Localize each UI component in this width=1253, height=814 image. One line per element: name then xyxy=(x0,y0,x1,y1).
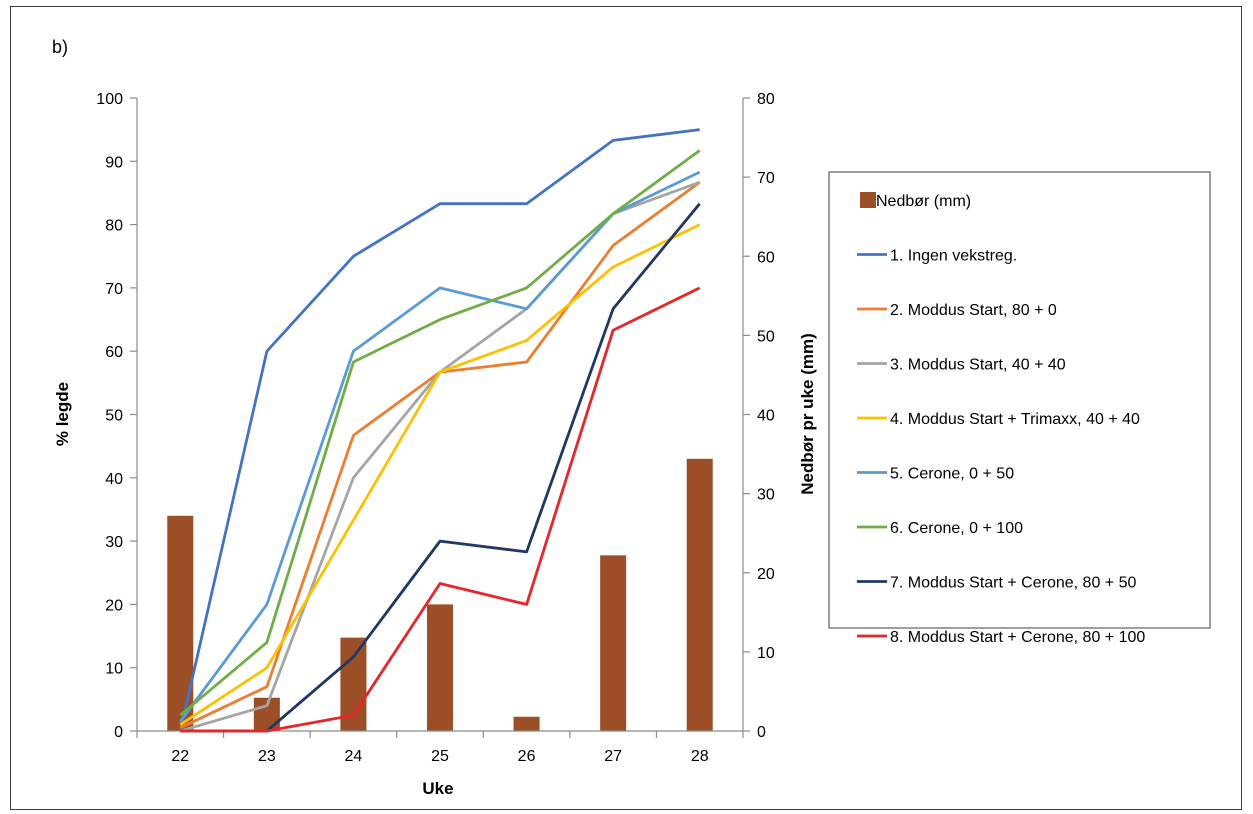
y2-tick-label: 60 xyxy=(757,249,775,266)
x-tick-label: 22 xyxy=(171,748,189,765)
y2-tick-label: 20 xyxy=(757,566,775,583)
x-axis-title: Uke xyxy=(422,779,453,798)
legend-label: 1. Ingen vekstreg. xyxy=(890,248,1017,265)
series-line xyxy=(179,223,701,726)
y-tick-label: 60 xyxy=(105,344,123,361)
legend-label: 8. Moddus Start + Cerone, 80 + 100 xyxy=(890,629,1145,646)
y-tick-label: 70 xyxy=(105,281,123,298)
y-tick-label: 100 xyxy=(96,91,123,108)
y-tick-label: 0 xyxy=(114,724,123,741)
chart-frame xyxy=(10,6,1242,810)
y-tick-label: 90 xyxy=(105,154,123,171)
x-tick-label: 27 xyxy=(604,748,622,765)
x-tick-label: 28 xyxy=(691,748,709,765)
y2-tick-label: 30 xyxy=(757,487,775,504)
bars-layer xyxy=(167,458,713,731)
precip-bar xyxy=(513,716,540,731)
precip-bar xyxy=(600,555,627,731)
legend-label: 5. Cerone, 0 + 50 xyxy=(890,466,1014,483)
y-tick-label: 50 xyxy=(105,408,123,425)
precip-bar xyxy=(427,604,453,731)
precip-bar xyxy=(686,458,713,731)
y2-axis-title: Nedbør pr uke (mm) xyxy=(798,333,817,495)
x-tick-label: 26 xyxy=(518,748,536,765)
y-tick-label: 10 xyxy=(105,661,123,678)
y2-tick-label: 50 xyxy=(757,328,775,345)
y-tick-label: 30 xyxy=(105,534,123,551)
y2-tick-label: 0 xyxy=(757,724,766,741)
legend-label: 2. Moddus Start, 80 + 0 xyxy=(890,302,1057,319)
precip-bar xyxy=(167,515,194,731)
legend-swatch-bar xyxy=(860,192,876,208)
y-axis-title: % legde xyxy=(53,382,72,446)
y2-tick-label: 10 xyxy=(757,645,775,662)
x-tick-label: 24 xyxy=(345,748,363,765)
legend-label: 4. Moddus Start + Trimaxx, 40 + 40 xyxy=(890,411,1140,428)
lines-layer xyxy=(178,128,701,733)
legend-label: 7. Moddus Start + Cerone, 80 + 50 xyxy=(890,575,1136,592)
x-tick-label: 25 xyxy=(431,748,449,765)
legend-label: Nedbør (mm) xyxy=(876,193,971,210)
axes-layer: 0 10 20 30 40 50 60 70 80 90 100 0 10 20 30 40 50 60 70 80 2… xyxy=(96,91,775,765)
y-tick-label: 20 xyxy=(105,597,123,614)
legend-label: 6. Cerone, 0 + 100 xyxy=(890,520,1023,537)
legend-box xyxy=(828,171,1211,629)
series-line xyxy=(178,128,700,732)
series-line xyxy=(179,149,701,717)
y2-tick-label: 40 xyxy=(757,408,775,425)
y-tick-label: 40 xyxy=(105,471,123,488)
series-line xyxy=(180,286,701,733)
x-tick-label: 23 xyxy=(258,748,276,765)
y-tick-label: 80 xyxy=(105,218,123,235)
legend-label: 3. Moddus Start, 40 + 40 xyxy=(890,357,1066,374)
legend: Nedbør (mm) 1. Ingen vekstreg. 2. Moddus S… xyxy=(828,171,1211,646)
y2-tick-label: 80 xyxy=(757,91,775,108)
panel-label: b) xyxy=(52,37,68,57)
y2-tick-label: 70 xyxy=(757,170,775,187)
